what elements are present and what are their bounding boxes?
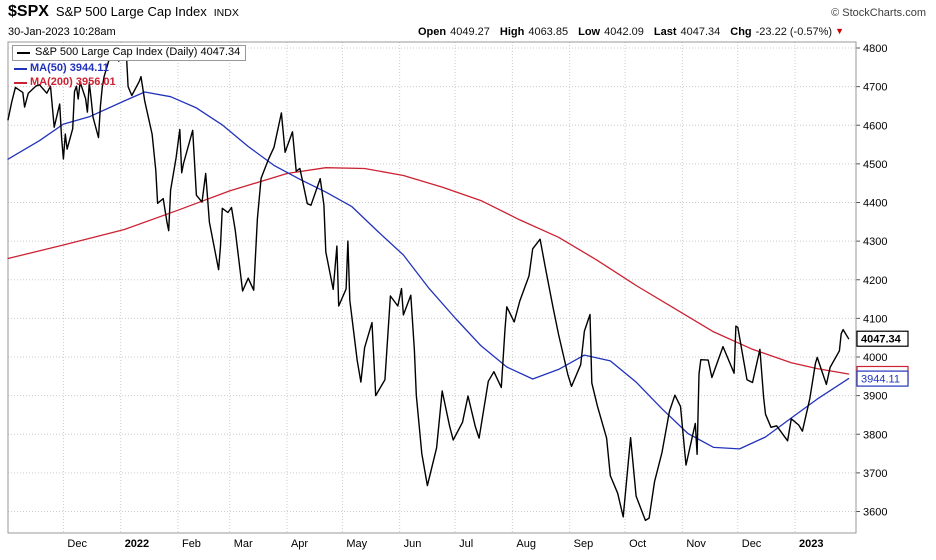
change-down-icon: ▼ (835, 26, 844, 36)
high-value: 4063.85 (528, 26, 569, 38)
price-tag-box-price (856, 330, 909, 347)
series-line-ma50 (7, 91, 850, 450)
legend-ma200-label: MA(200) 3956.01 (30, 76, 116, 88)
ma200-line-swatch (14, 81, 27, 84)
x-axis-label: Nov (686, 538, 706, 550)
x-axis-label: Dec (67, 538, 87, 550)
x-axis-label: 2023 (799, 538, 823, 550)
y-axis-label: 4600 (863, 120, 887, 132)
x-axis-label: Feb (182, 538, 201, 550)
quote-datetime: 30-Jan-2023 10:28am (8, 26, 116, 38)
x-axis-label: Apr (291, 538, 308, 550)
y-axis-label: 4300 (863, 236, 887, 248)
price-tag-box-ma50 (856, 370, 909, 387)
y-axis-label: 4400 (863, 198, 887, 210)
stockcharts-brand: © StockCharts.com (831, 7, 926, 19)
last-label: Last (653, 26, 677, 38)
low-label: Low (578, 26, 601, 38)
y-axis-label: 3800 (863, 429, 887, 441)
quote-fields: Open 4049.27 High 4063.85 Low 4042.09 La… (408, 26, 844, 38)
change-value: -23.22 (-0.57%) (755, 26, 833, 38)
symbol-label: $SPX (8, 3, 49, 20)
index-name-label: S&P 500 Large Cap Index (55, 4, 207, 19)
price-tag-label-ma50: 3944.11 (861, 374, 900, 386)
legend-price-label: S&P 500 Large Cap Index (Daily) 4047.34 (35, 46, 241, 58)
x-axis-label: Jul (459, 538, 473, 550)
y-axis-label: 4000 (863, 352, 887, 364)
high-label: High (499, 26, 525, 38)
y-axis-label: 4700 (863, 82, 887, 94)
chart-header: $SPX S&P 500 Large Cap Index INDX © Stoc… (8, 3, 926, 21)
y-axis-label: 3900 (863, 391, 887, 403)
open-value: 4049.27 (450, 26, 490, 38)
change-label: Chg (730, 26, 752, 38)
y-axis-label: 4200 (863, 275, 887, 287)
last-value: 4047.34 (680, 26, 721, 38)
legend-item-ma200[interactable]: MA(200) 3956.01 (12, 76, 246, 89)
x-axis-label: May (346, 538, 367, 550)
y-axis-label: 4100 (863, 313, 887, 325)
x-axis-label: Jun (404, 538, 422, 550)
x-axis-label: Oct (629, 538, 646, 550)
exchange-label: INDX (213, 7, 239, 19)
y-axis-label: 4500 (863, 159, 887, 171)
y-axis-label: 3600 (863, 507, 887, 519)
price-line-swatch (17, 51, 30, 54)
low-value: 4042.09 (604, 26, 644, 38)
plot-border (7, 41, 857, 534)
series-line-price (7, 48, 850, 522)
ma50-line-swatch (14, 67, 27, 70)
legend-item-price[interactable]: S&P 500 Large Cap Index (Daily) 4047.34 (12, 45, 247, 61)
x-axis-label: 2022 (125, 538, 149, 550)
legend-ma50-label: MA(50) 3944.11 (30, 62, 109, 74)
quote-row: 30-Jan-2023 10:28am Open 4049.27 High 40… (8, 26, 844, 38)
x-axis-label: Dec (742, 538, 762, 550)
x-axis-label: Aug (516, 538, 536, 550)
legend-item-ma50[interactable]: MA(50) 3944.11 (12, 62, 246, 75)
x-axis-label: Mar (234, 538, 253, 550)
x-axis-label: Sep (574, 538, 594, 550)
price-tag-label-price: 4047.34 (861, 334, 902, 346)
y-axis-label: 3700 (863, 468, 887, 480)
open-label: Open (417, 26, 447, 38)
series-line-ma200 (7, 167, 850, 375)
y-axis-label: 4800 (863, 43, 887, 55)
chart-legend: S&P 500 Large Cap Index (Daily) 4047.34 … (12, 45, 247, 89)
